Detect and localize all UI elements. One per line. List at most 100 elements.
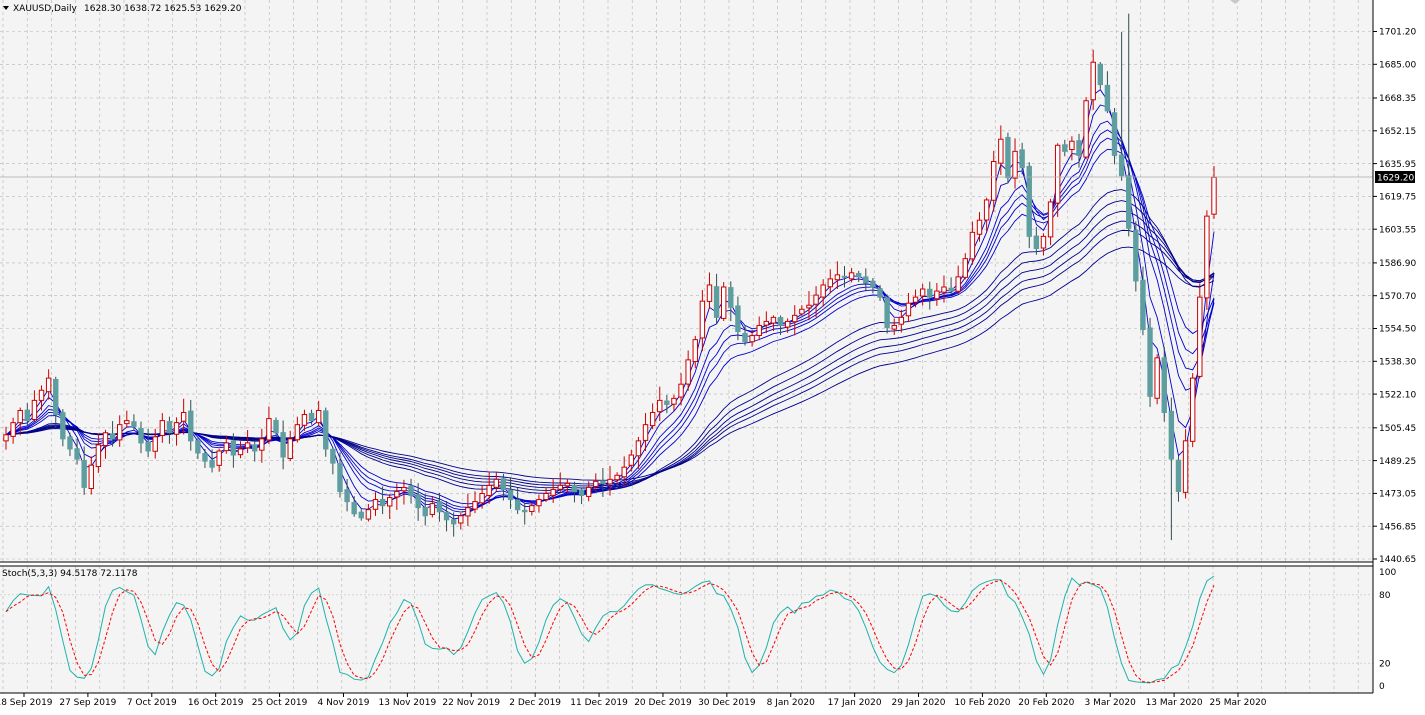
- candle-up: [88, 464, 94, 490]
- price-tick-label: 1505.45: [1379, 424, 1416, 434]
- candle-up: [891, 324, 897, 330]
- candle-up: [962, 258, 968, 278]
- candle-down: [870, 280, 876, 288]
- candle-down: [1161, 357, 1167, 414]
- price-tick-label: 1473.05: [1379, 490, 1416, 500]
- candle-down: [522, 509, 528, 513]
- candle-up: [649, 412, 656, 427]
- candle-down: [1168, 410, 1175, 460]
- candle-up: [315, 409, 322, 424]
- candle-down: [664, 400, 670, 405]
- candle-up: [642, 424, 649, 441]
- triangle-down-icon[interactable]: [3, 6, 9, 10]
- candle-up: [529, 505, 535, 512]
- candle-up: [17, 409, 23, 424]
- candle-up: [983, 199, 990, 221]
- time-tick-label: 10 Feb 2020: [954, 698, 1010, 708]
- candle-up: [799, 308, 805, 315]
- candle-down: [67, 436, 73, 450]
- candle-down: [728, 287, 734, 308]
- candle-up: [827, 278, 833, 288]
- candle-down: [145, 441, 151, 452]
- candle-up: [1012, 150, 1018, 179]
- main-plot-area: [0, 0, 1373, 562]
- candle-up: [45, 377, 52, 393]
- candle-up: [699, 300, 706, 339]
- candle-down: [1175, 459, 1182, 492]
- candle-up: [1040, 235, 1047, 249]
- candle-down: [230, 440, 237, 456]
- shift-marker-icon[interactable]: [1230, 0, 1240, 4]
- candle-down: [948, 287, 954, 292]
- price-tick-label: 1570.70: [1379, 292, 1416, 302]
- candle-up: [905, 302, 912, 317]
- stochastic-lines: [0, 575, 1373, 684]
- candle-down: [53, 378, 59, 416]
- candle-up: [678, 383, 684, 398]
- time-tick-label: 20 Feb 2020: [1018, 698, 1074, 708]
- time-tick-label: 27 Sep 2019: [59, 698, 116, 708]
- price-tick-label: 1668.35: [1379, 94, 1416, 104]
- candle-down: [1062, 144, 1068, 152]
- candle-up: [820, 284, 826, 298]
- candle-up: [628, 454, 635, 466]
- candle-up: [749, 335, 755, 343]
- candle-up: [124, 420, 130, 425]
- candle-down: [188, 410, 194, 442]
- candle-up: [848, 272, 855, 280]
- candle-up: [294, 424, 301, 441]
- time-axis-labels: 18 Sep 2019 27 Sep 2019 7 Oct 2019 16 Oct 2…: [0, 693, 1267, 708]
- candle-down: [1133, 229, 1139, 282]
- price-tick-label: 1701.20: [1379, 28, 1416, 38]
- candle-up: [1211, 176, 1217, 215]
- candle-up: [152, 436, 158, 452]
- candle-down: [379, 498, 386, 507]
- candle-up: [394, 490, 400, 498]
- candle-down: [422, 506, 428, 517]
- candlestick-series: [3, 13, 1217, 541]
- candle-up: [429, 503, 436, 515]
- candle-down: [344, 489, 350, 503]
- candle-down: [252, 444, 258, 452]
- candle-up: [465, 507, 471, 517]
- stoch-tick-label: 0: [1379, 682, 1385, 692]
- candle-down: [863, 276, 869, 284]
- candle-up: [998, 138, 1004, 164]
- time-tick-label: 13 Mar 2020: [1146, 698, 1203, 708]
- time-tick-label: 18 Sep 2019: [0, 698, 53, 708]
- candle-up: [1069, 140, 1075, 151]
- candle-up: [536, 499, 542, 507]
- candle-up: [564, 482, 571, 487]
- time-tick-label: 22 Nov 2019: [442, 698, 500, 708]
- candle-up: [635, 440, 642, 457]
- candle-up: [493, 478, 500, 488]
- candle-up: [259, 438, 265, 451]
- candle-up: [614, 474, 620, 481]
- stoch-tick-label: 80: [1379, 591, 1391, 601]
- time-tick-label: 4 Nov 2019: [318, 698, 370, 708]
- candle-up: [976, 219, 983, 235]
- candle-up: [756, 324, 762, 337]
- candle-down: [884, 297, 890, 328]
- candle-down: [24, 409, 31, 422]
- candle-down: [166, 421, 173, 434]
- candle-down: [1126, 175, 1132, 229]
- candle-down: [1005, 136, 1011, 179]
- candle-up: [991, 160, 997, 201]
- candle-up: [685, 359, 691, 385]
- candle-down: [415, 494, 421, 509]
- time-tick-label: 25 Mar 2020: [1209, 698, 1266, 708]
- candle-up: [486, 484, 492, 496]
- candle-down: [450, 519, 457, 525]
- candle-up: [770, 316, 777, 324]
- candle-up: [10, 422, 16, 437]
- candle-up: [244, 442, 251, 449]
- candle-down: [877, 288, 883, 298]
- candle-down: [507, 489, 514, 501]
- candle-up: [898, 316, 905, 325]
- candle-up: [216, 450, 222, 466]
- candle-up: [763, 320, 770, 326]
- candle-up: [919, 288, 926, 297]
- candle-down: [330, 448, 336, 464]
